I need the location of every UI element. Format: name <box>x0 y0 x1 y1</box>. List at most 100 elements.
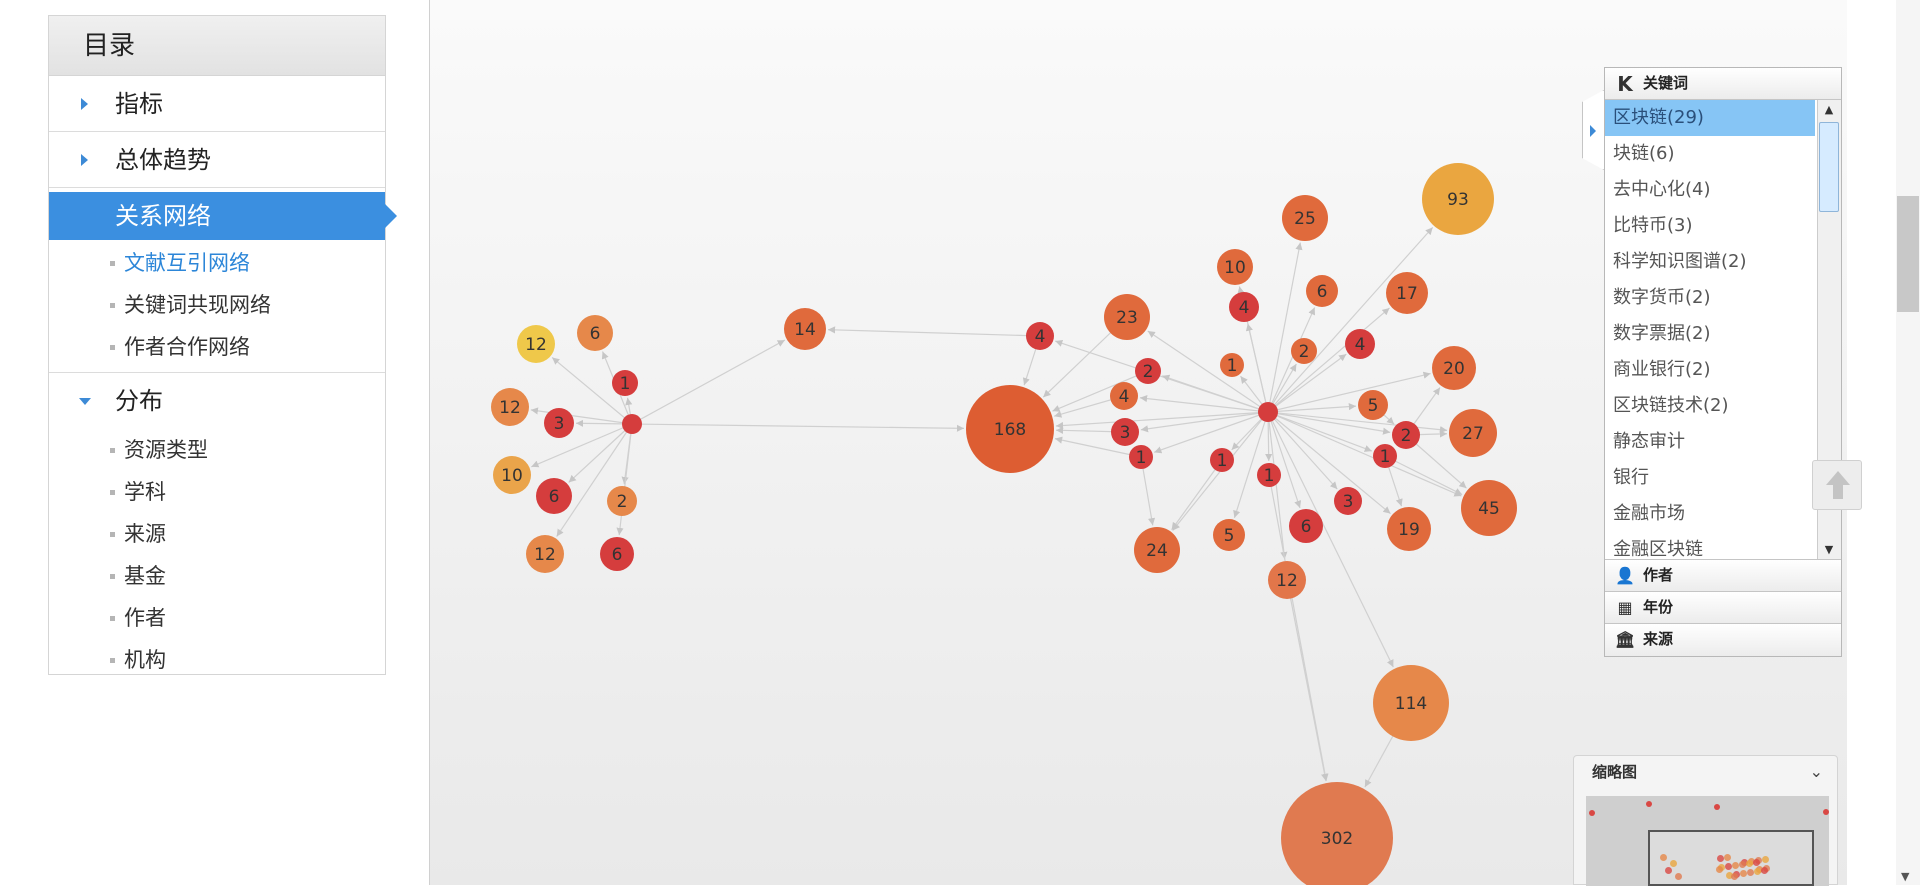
graph-node[interactable] <box>1111 418 1139 446</box>
graph-node[interactable] <box>1135 358 1161 384</box>
graph-node[interactable] <box>1217 249 1253 285</box>
page-scrollbar-thumb[interactable] <box>1897 196 1919 312</box>
keyword-item[interactable]: 区块链(29) <box>1605 100 1815 136</box>
nav-citation-network[interactable]: 文献互引网络 <box>49 242 385 284</box>
graph-node[interactable] <box>612 370 638 396</box>
thumbnail-viewport-frame[interactable] <box>1648 830 1814 886</box>
nav-keyword-cooccurrence[interactable]: 关键词共现网络 <box>49 284 385 326</box>
scroll-down-icon[interactable]: ▼ <box>1901 870 1910 883</box>
citation-edge <box>1147 330 1269 413</box>
nav-subject[interactable]: 学科 <box>49 471 385 513</box>
graph-node[interactable] <box>1134 527 1180 573</box>
section-indicators[interactable]: 指标 <box>49 76 385 132</box>
graph-node[interactable] <box>600 537 634 571</box>
back-to-top-button[interactable] <box>1812 460 1862 510</box>
chevron-down-icon[interactable]: ⌄ <box>1809 762 1823 781</box>
keyword-item[interactable]: 比特币(3) <box>1613 215 1693 236</box>
citation-edge <box>1267 226 1434 413</box>
graph-node[interactable] <box>1229 292 1259 322</box>
nav-resource-type[interactable]: 资源类型 <box>49 429 385 471</box>
graph-node[interactable] <box>493 456 531 494</box>
keyword-item[interactable]: 数字票据(2) <box>1613 323 1711 344</box>
keyword-list[interactable]: 区块链(29) 块链(6) 去中心化(4) 比特币(3) 科学知识图谱(2) 数字货币(2… <box>1605 100 1841 560</box>
nav-author-collaboration[interactable]: 作者合作网络 <box>49 326 385 368</box>
nav-author[interactable]: 作者 <box>49 597 385 639</box>
tab-authors[interactable]: 👤 作者 <box>1605 560 1841 592</box>
graph-node[interactable] <box>966 385 1054 473</box>
keyword-item[interactable]: 去中心化(4) <box>1613 179 1711 200</box>
graph-node[interactable] <box>1306 275 1338 307</box>
nav-source[interactable]: 来源 <box>49 513 385 555</box>
graph-node[interactable] <box>1213 519 1245 551</box>
year-icon: ▦ <box>1617 598 1633 617</box>
graph-node[interactable] <box>1392 421 1420 449</box>
graph-node[interactable] <box>1289 509 1323 543</box>
graph-node[interactable] <box>1387 507 1431 551</box>
keyword-item[interactable]: 金融市场 <box>1613 503 1685 524</box>
citation-edge <box>827 326 1041 337</box>
keyword-item[interactable]: 静态审计 <box>1613 431 1685 452</box>
graph-node[interactable] <box>1110 382 1138 410</box>
relation-network-items: 文献互引网络 关键词共现网络 作者合作网络 <box>49 240 385 373</box>
graph-node[interactable] <box>1291 338 1317 364</box>
section-distribution[interactable]: 分布 <box>49 373 385 429</box>
graph-node[interactable] <box>1104 294 1150 340</box>
graph-node[interactable] <box>784 308 826 350</box>
thumbnail-dot <box>1646 801 1652 807</box>
graph-node[interactable] <box>491 388 529 426</box>
section-relation-network[interactable]: 关系网络 <box>49 192 397 240</box>
graph-node[interactable] <box>1386 272 1428 314</box>
graph-node-label: 23 <box>1116 308 1138 328</box>
graph-node[interactable] <box>1345 329 1375 359</box>
graph-node[interactable] <box>1358 390 1388 420</box>
graph-node[interactable] <box>1129 445 1153 469</box>
page-scrollbar[interactable]: ▼ <box>1896 0 1920 885</box>
tab-sources[interactable]: 🏛 来源 <box>1605 624 1841 656</box>
tab-keywords[interactable]: K 关键词 <box>1605 68 1841 100</box>
keyword-item[interactable]: 商业银行(2) <box>1613 359 1711 380</box>
graph-node[interactable] <box>1334 487 1362 515</box>
graph-node[interactable] <box>1026 322 1054 350</box>
keyword-icon: K <box>1617 72 1633 96</box>
graph-node[interactable] <box>622 414 642 434</box>
graph-node[interactable] <box>1258 402 1278 422</box>
tab-years[interactable]: ▦ 年份 <box>1605 592 1841 624</box>
keyword-item[interactable]: 数字货币(2) <box>1613 287 1711 308</box>
graph-node[interactable] <box>517 325 555 363</box>
graph-node[interactable] <box>1281 782 1393 885</box>
keyword-item[interactable]: 块链(6) <box>1613 143 1675 164</box>
thumbnail-view[interactable] <box>1586 796 1829 886</box>
keyword-item[interactable]: 区块链技术(2) <box>1613 395 1729 416</box>
graph-node[interactable] <box>1220 353 1244 377</box>
scroll-down-icon[interactable]: ▼ <box>1824 543 1834 556</box>
graph-node-label: 168 <box>994 420 1026 440</box>
graph-node[interactable] <box>1282 195 1328 241</box>
graph-node[interactable] <box>526 535 564 573</box>
graph-node[interactable] <box>1432 346 1476 390</box>
graph-node[interactable] <box>1210 448 1234 472</box>
graph-node[interactable] <box>544 408 574 438</box>
graph-node[interactable] <box>1257 463 1281 487</box>
scrollbar-thumb[interactable] <box>1819 122 1839 212</box>
citation-edge <box>1140 411 1269 433</box>
graph-node[interactable] <box>1422 163 1494 235</box>
graph-node[interactable] <box>1373 444 1397 468</box>
graph-node[interactable] <box>536 478 572 514</box>
graph-node[interactable] <box>1449 409 1497 457</box>
graph-node[interactable] <box>1461 480 1517 536</box>
panel-collapse-tab[interactable] <box>1582 90 1604 170</box>
section-label: 指标 <box>115 90 163 118</box>
section-overall-trend[interactable]: 总体趋势 <box>49 132 385 188</box>
citation-edge <box>1267 353 1347 413</box>
scroll-up-icon[interactable]: ▲ <box>1824 103 1834 116</box>
keyword-item[interactable]: 金融区块链 <box>1613 539 1703 560</box>
graph-node[interactable] <box>607 486 637 516</box>
keyword-item[interactable]: 银行 <box>1613 467 1649 488</box>
graph-node[interactable] <box>1373 665 1449 741</box>
nav-fund[interactable]: 基金 <box>49 555 385 597</box>
graph-node[interactable] <box>577 315 613 351</box>
nav-institution[interactable]: 机构 <box>49 639 385 681</box>
graph-node[interactable] <box>1268 561 1306 599</box>
keyword-item[interactable]: 科学知识图谱(2) <box>1613 251 1747 272</box>
